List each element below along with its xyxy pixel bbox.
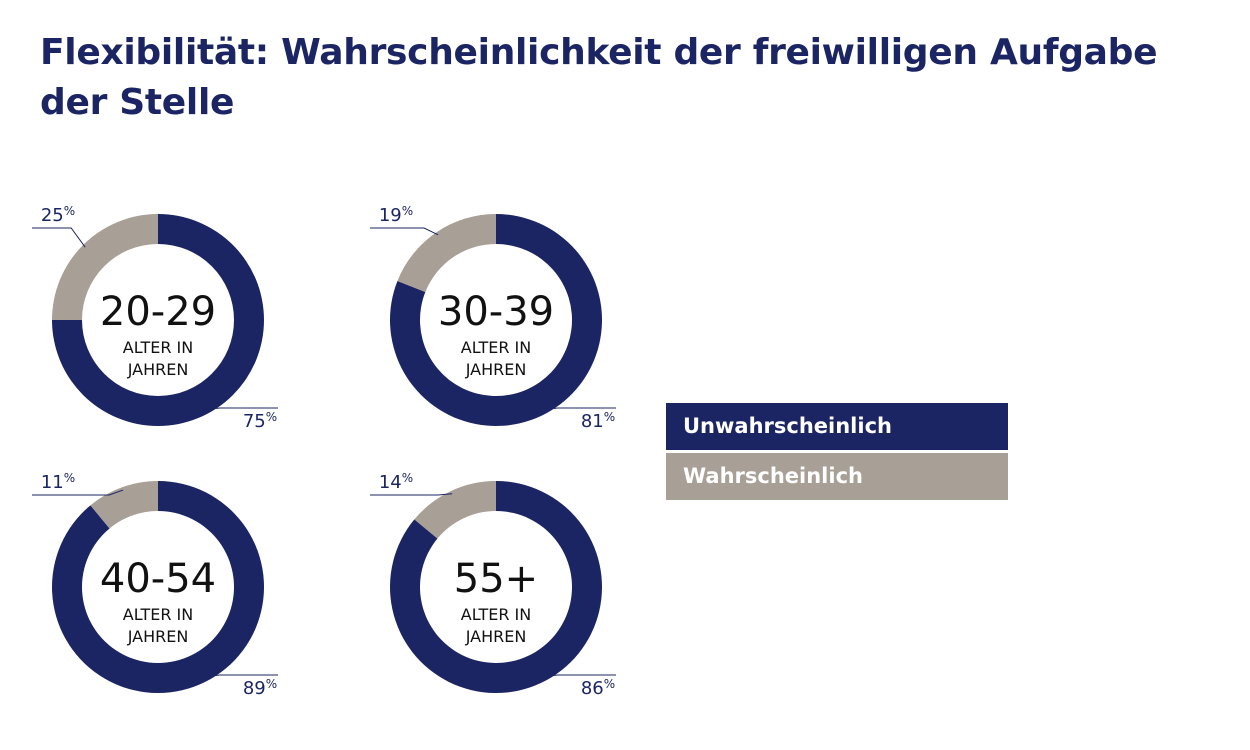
donut-sublabel: JAHREN bbox=[127, 627, 189, 646]
leader-line-likely bbox=[32, 227, 86, 248]
legend-label-likely: Wahrscheinlich bbox=[683, 464, 863, 488]
donut-pct-label-likely: 25% bbox=[41, 204, 75, 226]
donut-sublabel: JAHREN bbox=[465, 627, 527, 646]
donut-age-label: 20-29 bbox=[100, 289, 216, 335]
leader-line-unlikely bbox=[547, 407, 616, 410]
donut-pct-label-unlikely: 81% bbox=[581, 410, 615, 432]
donut-age-label: 30-39 bbox=[438, 289, 554, 335]
leader-line-unlikely bbox=[547, 674, 616, 677]
donut-pct-label-likely: 14% bbox=[379, 471, 413, 493]
leader-line-unlikely bbox=[209, 407, 278, 410]
donut-age-label: 40-54 bbox=[100, 556, 216, 602]
donut-sublabel: JAHREN bbox=[127, 360, 189, 379]
donut-pct-label-unlikely: 86% bbox=[581, 677, 615, 699]
leader-line-likely bbox=[32, 489, 124, 496]
legend-label-unlikely: Unwahrscheinlich bbox=[683, 414, 892, 438]
legend: Unwahrscheinlich Wahrscheinlich bbox=[666, 403, 1008, 500]
donut-pct-label-likely: 11% bbox=[41, 471, 75, 493]
leader-line-likely bbox=[370, 493, 453, 496]
chart-title: Flexibilität: Wahrscheinlichkeit der fre… bbox=[40, 32, 1158, 123]
donut-slice-likely bbox=[397, 214, 496, 293]
donut-sublabel: JAHREN bbox=[465, 360, 527, 379]
donut-slice-likely bbox=[52, 214, 158, 320]
donut-pct-label-likely: 19% bbox=[379, 204, 413, 226]
donut-sublabel: ALTER IN bbox=[461, 605, 531, 624]
legend-item-likely: Wahrscheinlich bbox=[666, 453, 1008, 500]
donut-slice-likely bbox=[90, 481, 158, 529]
donut-sublabel: ALTER IN bbox=[123, 605, 193, 624]
leader-line-unlikely bbox=[209, 674, 278, 677]
donut-sublabel: ALTER IN bbox=[461, 338, 531, 357]
donut-sublabel: ALTER IN bbox=[123, 338, 193, 357]
legend-item-unlikely: Unwahrscheinlich bbox=[666, 403, 1008, 450]
donut-slice-likely bbox=[414, 481, 496, 539]
leader-line-likely bbox=[370, 227, 439, 236]
donut-pct-label-unlikely: 89% bbox=[243, 677, 277, 699]
donut-age-label: 55+ bbox=[454, 556, 538, 602]
donut-pct-label-unlikely: 75% bbox=[243, 410, 277, 432]
